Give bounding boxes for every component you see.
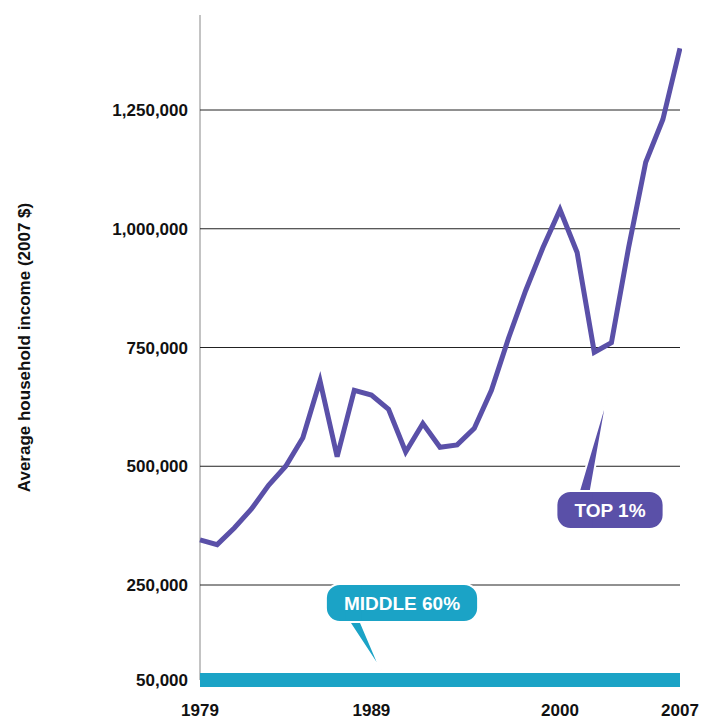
y-tick-label: 250,000 <box>127 576 188 595</box>
y-tick-label: 500,000 <box>127 457 188 476</box>
grid-line <box>200 466 680 467</box>
plot-area <box>200 48 680 680</box>
series-label: TOP 1% <box>556 392 663 529</box>
x-tick-label: 1979 <box>181 701 219 720</box>
y-tick-label: 750,000 <box>127 339 188 358</box>
chart: 50,000 250,000 500,000 750,000 1,000,000 1,25… <box>0 0 716 727</box>
callout-box <box>326 584 478 622</box>
series-label: MIDDLE 60% <box>326 584 478 672</box>
callout-pointer <box>578 392 608 493</box>
y-tick-label: 1,000,000 <box>112 220 188 239</box>
x-tick-label: 1989 <box>353 701 391 720</box>
y-axis-title: Average household income (2007 $) <box>15 203 34 492</box>
y-tick-label: 50,000 <box>136 671 188 690</box>
series-label-text: MIDDLE 60% <box>344 593 460 614</box>
x-tick-label: 2007 <box>661 701 699 720</box>
callout-box <box>556 491 663 529</box>
y-tick-label: 1,250,000 <box>112 101 188 120</box>
series-line <box>200 48 680 544</box>
x-tick-label: 2000 <box>541 701 579 720</box>
grid-line <box>200 228 680 229</box>
series-line <box>200 673 680 687</box>
x-tick <box>371 688 372 692</box>
x-tick <box>560 688 561 692</box>
grid-line <box>200 110 680 111</box>
x-tick <box>200 688 201 692</box>
grid-line <box>200 680 680 681</box>
callout-pointer <box>348 620 382 672</box>
series-label-text: TOP 1% <box>574 500 645 521</box>
x-tick <box>680 688 681 692</box>
